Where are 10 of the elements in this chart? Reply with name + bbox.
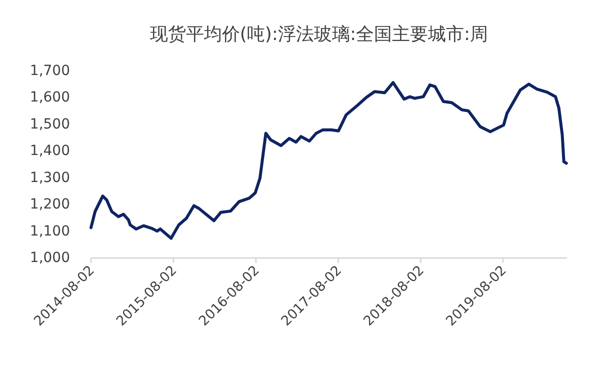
line-series <box>90 81 568 240</box>
y-tick-label: 1,500 <box>30 116 70 132</box>
y-tick-label: 1,200 <box>30 196 70 213</box>
chart-title: 现货平均价(吨):浮法玻璃:全国主要城市:周 <box>150 24 488 45</box>
y-tick-label: 1,600 <box>30 90 70 106</box>
y-tick-label: 1,400 <box>30 143 70 160</box>
y-tick-label: 1,300 <box>30 170 70 186</box>
y-tick-label: 1,100 <box>30 223 70 240</box>
y-tick-label: 1,700 <box>30 63 70 79</box>
y-tick-label: 1,000 <box>30 250 70 266</box>
